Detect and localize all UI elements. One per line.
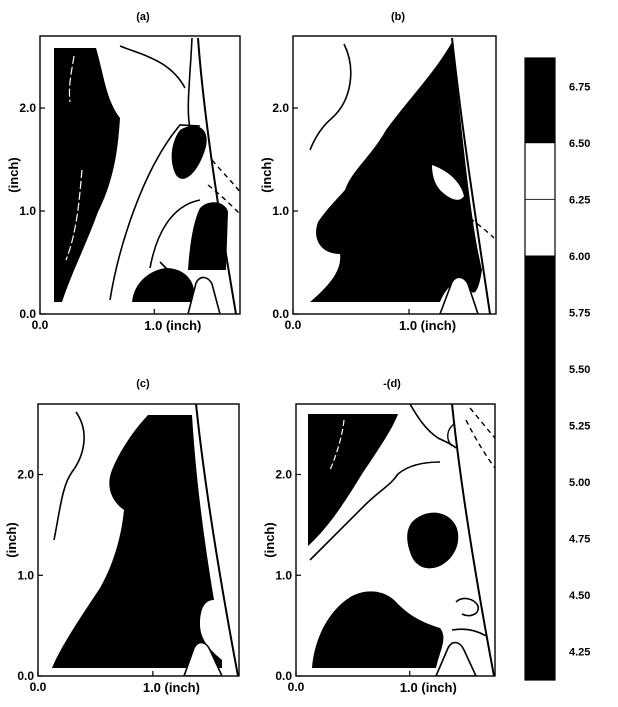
colorbar-tick-label: 5.00 <box>569 477 590 489</box>
panel-a-dashed-curve-1 <box>211 159 240 193</box>
panel-b-ytick-label: 2.0 <box>272 101 289 115</box>
panel-c-ylabel: (inch) <box>4 522 19 557</box>
panel-b-contour-1 <box>309 43 352 151</box>
panel-a-dark-region-right <box>188 202 228 270</box>
panel-d-contour-3 <box>455 597 480 617</box>
panel-c-ytick-label: 2.0 <box>17 468 34 482</box>
panel-d-nozzle <box>435 641 477 676</box>
panel-d-small-loop <box>447 423 455 447</box>
panel-a-contour-3 <box>109 124 201 301</box>
panel-c-wall-curve <box>195 404 239 676</box>
colorbar-tick-label: 6.00 <box>569 251 590 263</box>
panel-b-dashed-curve <box>469 217 495 239</box>
panel-a-ytick-label: 0.0 <box>19 307 36 321</box>
panel-b-dark-region <box>310 42 482 302</box>
panel-a-dashed-curve-2 <box>207 184 240 215</box>
panel-a-frame <box>39 35 241 315</box>
panel-d-ytick-label: 1.0 <box>275 568 292 582</box>
colorbar-tick-label: 4.75 <box>569 534 590 546</box>
panel-c-ytick-label: 0.0 <box>17 669 34 683</box>
colorbar-tick-label: 5.25 <box>569 421 590 433</box>
colorbar-tick-label: 5.75 <box>569 307 590 319</box>
panel-b-xtick-label: 0.0 <box>285 318 302 332</box>
axes-layer: 0.0 1.0 2.0 0.0 1.0 (inch) (inch) 0.0 1.0 2.0 0.0… <box>4 101 457 695</box>
panel-b-nozzle <box>439 276 479 314</box>
panel-d-ytick-label: 0.0 <box>275 669 292 683</box>
panel-d-wall-curve <box>451 404 495 676</box>
colorbar-band <box>524 255 556 681</box>
panel-d-dark-region-mid <box>407 512 459 569</box>
panel-c-frame <box>37 403 240 677</box>
panel-c-title: (c) <box>136 378 150 390</box>
colorbar-band <box>524 57 556 144</box>
panel-a-dark-region-left <box>54 48 120 302</box>
panel-d-ylabel: (inch) <box>262 522 277 557</box>
panel-b-title: (b) <box>391 11 405 23</box>
panel-d-white-streak <box>329 419 345 471</box>
panel-a-xtick-label: 0.0 <box>32 318 49 332</box>
panel-a-contour-4 <box>149 199 201 269</box>
panel-b-ylabel: (inch) <box>259 157 274 192</box>
panel-b: (b) <box>292 11 497 315</box>
panel-b-ytick-label: 1.0 <box>272 204 289 218</box>
panel-d-contour-2 <box>409 404 457 449</box>
colorbar-tick-label: 4.25 <box>569 647 590 659</box>
panel-a-contour-5 <box>159 261 185 295</box>
panel-d-xlabel: 1.0 (inch) <box>400 680 457 695</box>
panel-d-dark-region-top <box>308 414 398 546</box>
panel-d-title: -(d) <box>383 378 401 390</box>
panel-d-contour-1 <box>309 461 441 561</box>
colorbar-tick-label: 4.50 <box>569 590 590 602</box>
panel-b-xlabel: 1.0 (inch) <box>399 318 456 333</box>
panel-a-contour-2 <box>187 37 193 129</box>
colorbar-bands <box>524 57 556 681</box>
colorbar-tick-label: 6.25 <box>569 194 590 206</box>
panel-b-frame <box>292 35 497 315</box>
panel-d-contour-4 <box>451 628 487 637</box>
colorbar-band <box>524 198 556 257</box>
panel-d-frame <box>295 403 496 677</box>
panel-d-dark-region-bottom <box>312 591 444 668</box>
colorbar: 6.75 6.50 6.25 6.00 5.75 5.50 5.25 5.00 4.75 4.50… <box>524 57 590 681</box>
colorbar-ticks: 6.75 6.50 6.25 6.00 5.75 5.50 5.25 5.00 4.75 4.50… <box>569 81 590 658</box>
panel-d-dashed-curve-2 <box>465 419 495 469</box>
colorbar-frame <box>524 57 556 681</box>
panel-c-dark-region <box>52 415 222 668</box>
colorbar-band <box>524 142 556 200</box>
panel-a-ylabel: (inch) <box>6 157 21 192</box>
panel-c-xtick-label: 0.0 <box>30 680 47 694</box>
panel-c-xlabel: 1.0 (inch) <box>143 680 200 695</box>
panel-a-dark-region-bottom <box>132 268 194 302</box>
panel-d-dashed-curve-1 <box>469 407 495 439</box>
panel-a-contour-1 <box>119 45 186 89</box>
panel-c: (c) <box>37 378 240 677</box>
panel-a-nozzle <box>187 276 221 314</box>
panel-a-wall-curve <box>197 37 237 314</box>
panel-a: (a) <box>39 11 241 315</box>
panel-c-nozzle <box>183 641 223 676</box>
colorbar-tick-label: 5.50 <box>569 364 590 376</box>
panel-a-ytick-label: 1.0 <box>19 204 36 218</box>
panel-b-wall-curve <box>451 37 491 314</box>
panel-a-xlabel: 1.0 (inch) <box>144 318 201 333</box>
panel-d: -(d) <box>295 378 496 677</box>
colorbar-tick-label: 6.50 <box>569 138 590 150</box>
panel-c-contour-1 <box>53 411 85 541</box>
panel-a-dark-region-mid <box>171 125 207 179</box>
panel-b-white-notch <box>432 165 464 200</box>
panel-a-ytick-label: 2.0 <box>19 101 36 115</box>
panel-a-white-streak <box>65 55 83 261</box>
panel-b-ytick-label: 0.0 <box>272 307 289 321</box>
colorbar-tick-label: 6.75 <box>569 81 590 93</box>
panel-d-ytick-label: 2.0 <box>275 468 292 482</box>
panel-c-ytick-label: 1.0 <box>17 568 34 582</box>
panel-d-xtick-label: 0.0 <box>288 680 305 694</box>
panel-a-title: (a) <box>136 11 150 23</box>
